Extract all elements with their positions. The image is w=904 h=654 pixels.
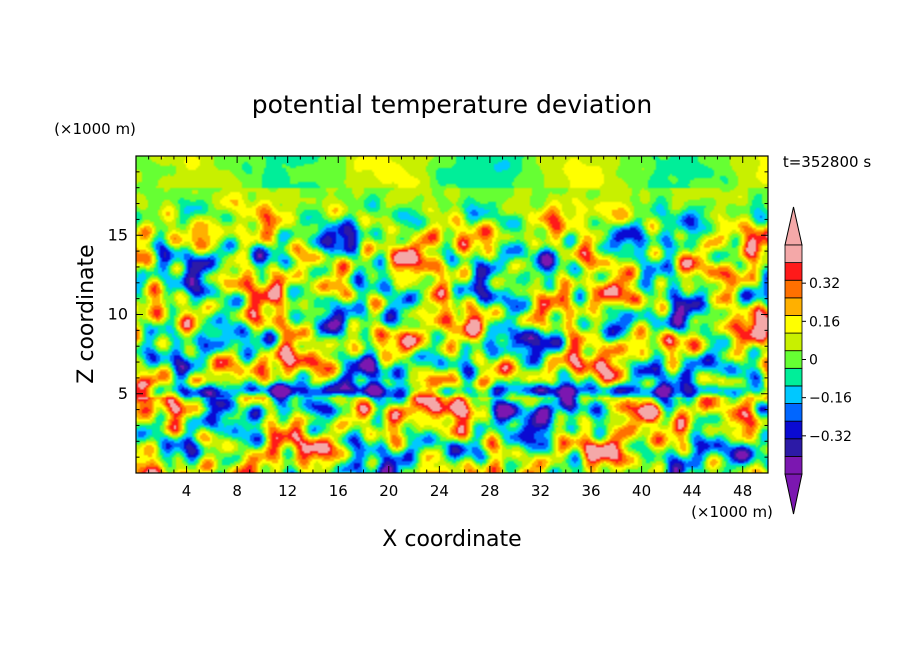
chart-title: potential temperature deviation <box>252 90 652 119</box>
colorbar-bin <box>784 244 803 264</box>
x-tick-label: 8 <box>232 482 242 500</box>
colorbar: 0.32 0.16 0 −0.16 −0.32 <box>784 206 852 515</box>
x-tick-label: 20 <box>379 482 398 500</box>
x-tick-label: 40 <box>632 482 651 500</box>
colorbar-bin <box>784 385 803 404</box>
colorbar-tick-label: 0 <box>809 353 818 369</box>
x-tick-label: 12 <box>278 482 297 500</box>
colorbar-over-arrow <box>784 206 803 246</box>
colorbar-bin <box>784 297 803 316</box>
colorbar-tick-label: 0.16 <box>809 314 840 330</box>
colorbar-tick-label: −0.16 <box>809 391 852 407</box>
x-tick-label: 44 <box>683 482 702 500</box>
colorbar-tick-label: 0.32 <box>809 276 840 292</box>
y-unit-label: (×1000 m) <box>54 120 136 138</box>
y-axis-label: Z coordinate <box>74 244 99 383</box>
colorbar-bin <box>784 315 803 334</box>
colorbar-bin <box>784 279 803 299</box>
heatmap-image <box>136 156 768 473</box>
y-axis: 5 10 15 <box>108 171 768 458</box>
x-tick-label: 24 <box>430 482 449 500</box>
colorbar-bin <box>784 262 803 281</box>
x-tick-label: 16 <box>329 482 348 500</box>
x-axis-label: X coordinate <box>382 527 521 552</box>
x-tick-label: 4 <box>182 482 192 500</box>
time-label: t=352800 s <box>783 153 871 171</box>
colorbar-bin <box>784 332 803 352</box>
x-tick-label: 28 <box>480 482 499 500</box>
heatmap-field <box>136 156 768 473</box>
x-unit-label: (×1000 m) <box>691 503 773 521</box>
x-tick-label: 36 <box>581 482 600 500</box>
colorbar-bin <box>784 420 803 440</box>
colorbar-under-arrow <box>784 473 803 515</box>
colorbar-bin <box>784 367 803 387</box>
y-tick-label: 10 <box>108 305 128 324</box>
colorbar-bin <box>784 403 803 422</box>
y-tick-label: 5 <box>118 384 128 403</box>
x-tick-label: 32 <box>531 482 550 500</box>
colorbar-bin <box>784 350 803 369</box>
y-tick-label: 15 <box>108 225 128 244</box>
x-tick-label: 48 <box>733 482 752 500</box>
x-axis: 4 8 12 16 20 24 28 32 36 40 44 48 <box>148 156 756 500</box>
colorbar-tick-label: −0.32 <box>809 429 852 445</box>
colorbar-bin <box>784 455 803 475</box>
colorbar-bin <box>784 438 803 457</box>
